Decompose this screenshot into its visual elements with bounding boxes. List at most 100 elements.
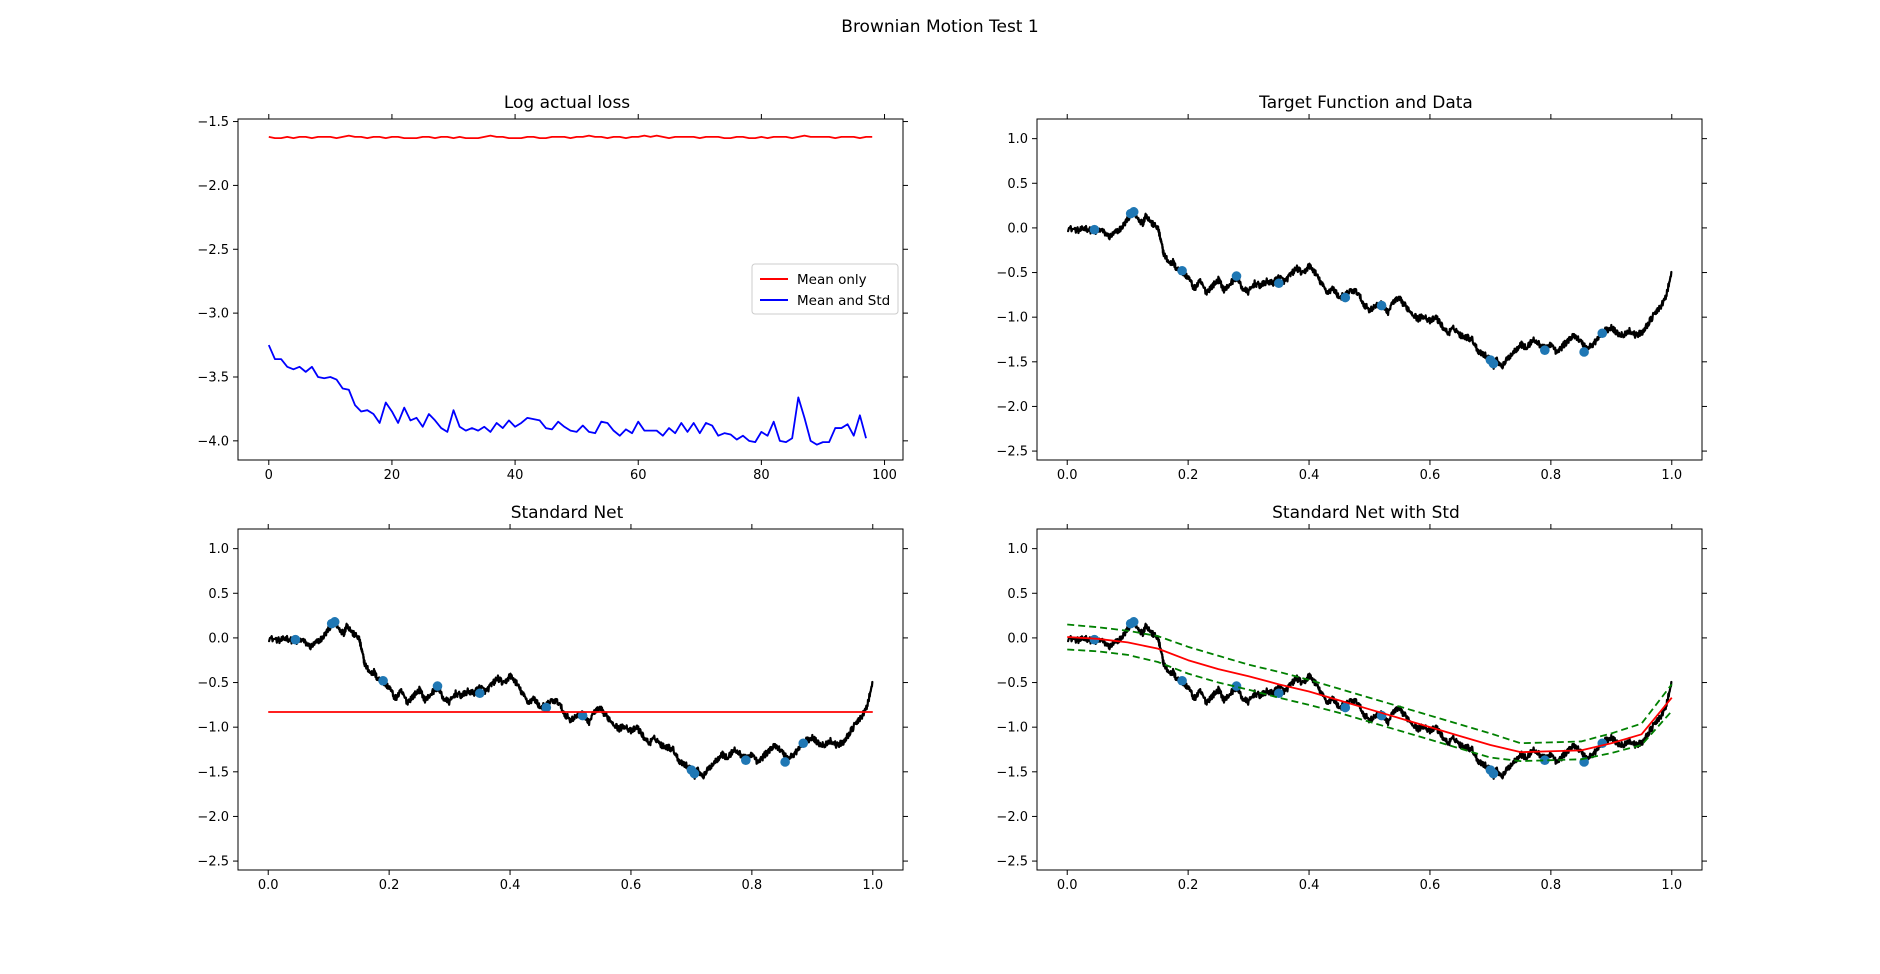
series-line-withstd-2 — [1067, 636, 1673, 754]
data-point-withstd-10 — [1540, 755, 1550, 766]
y-tick-label-target-6: −2.0 — [996, 400, 1028, 415]
data-point-target-10 — [1540, 345, 1550, 356]
x-tick-label-target-5: 1.0 — [1661, 468, 1682, 483]
data-point-target-0 — [1089, 224, 1100, 235]
data-point-target-7 — [1376, 300, 1387, 311]
data-point-standard-9 — [689, 768, 700, 779]
x-tick-label-standard-5: 1.0 — [862, 878, 883, 893]
y-tick-label-target-2: 0.0 — [1007, 221, 1028, 236]
data-point-withstd-3 — [1177, 675, 1187, 686]
x-tick-label-standard-2: 0.4 — [500, 878, 521, 893]
series-line-withstd-3 — [1067, 623, 1673, 745]
y-tick-label-target-0: 1.0 — [1007, 132, 1028, 147]
data-point-target-4 — [1231, 271, 1242, 281]
axes-title-standard-net-with-std: Standard Net with Std — [1272, 503, 1460, 523]
legend: Mean only Mean and Std — [751, 263, 899, 315]
data-point-standard-2 — [329, 617, 340, 627]
data-point-standard-6 — [541, 702, 552, 713]
data-point-withstd-5 — [1274, 688, 1284, 699]
x-tick-label-loss-4: 80 — [753, 468, 770, 483]
y-tick-label-loss-2: −2.5 — [197, 243, 229, 258]
data-point-standard-4 — [432, 681, 443, 691]
data-point-standard-10 — [741, 755, 751, 766]
data-point-standard-7 — [577, 710, 588, 721]
axes-title-target-function: Target Function and Data — [1258, 93, 1473, 113]
data-point-target-12 — [1597, 328, 1608, 339]
axes-log-actual-loss: Log actual loss 0 20 40 60 80 100 −1.5 −2.0 −2.5… — [197, 93, 908, 483]
y-tick-label-withstd-2: 0.0 — [1007, 631, 1028, 646]
y-tick-label-withstd-4: −1.0 — [996, 721, 1028, 736]
axes-target-function: Target Function and Data 0.0 0.2 0.4 0.6 0.8… — [996, 93, 1707, 483]
x-tick-label-withstd-2: 0.4 — [1299, 878, 1320, 893]
axes-standard-net: Standard Net 0.0 0.2 0.4 0.6 0.8 1.0 1.0 0.5 0.0… — [197, 503, 908, 893]
y-tick-label-loss-3: −3.0 — [197, 307, 229, 322]
data-point-target-3 — [1177, 265, 1187, 276]
x-tick-label-withstd-0: 0.0 — [1057, 878, 1078, 893]
data-point-standard-5 — [475, 688, 485, 699]
axes-frame-withstd — [1036, 528, 1703, 871]
y-tick-label-target-1: 0.5 — [1007, 177, 1028, 192]
data-point-withstd-6 — [1340, 702, 1351, 713]
y-tick-label-target-5: −1.5 — [996, 355, 1028, 370]
axes-title-log-actual-loss: Log actual loss — [504, 93, 630, 113]
axes-title-standard-net: Standard Net — [511, 503, 624, 523]
axes-frame-standard — [237, 528, 904, 871]
x-tick-label-loss-2: 40 — [507, 468, 524, 483]
x-tick-label-withstd-4: 0.8 — [1541, 878, 1562, 893]
legend-label-0: Mean only — [797, 272, 867, 288]
x-tick-label-withstd-5: 1.0 — [1661, 878, 1682, 893]
x-tick-label-target-2: 0.4 — [1299, 468, 1320, 483]
y-tick-label-standard-0: 1.0 — [208, 542, 229, 557]
y-tick-label-target-7: −2.5 — [996, 445, 1028, 460]
y-tick-label-withstd-3: −0.5 — [996, 676, 1028, 691]
y-tick-label-standard-3: −0.5 — [197, 676, 229, 691]
y-tick-label-withstd-7: −2.5 — [996, 855, 1028, 870]
data-point-withstd-0 — [1089, 634, 1100, 645]
x-tick-label-withstd-1: 0.2 — [1178, 878, 1199, 893]
x-tick-label-target-3: 0.6 — [1420, 468, 1441, 483]
plot-area-standard — [267, 617, 874, 780]
x-tick-label-target-4: 0.8 — [1541, 468, 1562, 483]
data-point-target-6 — [1340, 292, 1351, 303]
x-tick-label-target-0: 0.0 — [1057, 468, 1078, 483]
y-tick-label-withstd-0: 1.0 — [1007, 542, 1028, 557]
series-line-target-0 — [1066, 207, 1673, 370]
data-point-target-9 — [1488, 358, 1499, 369]
x-tick-label-standard-0: 0.0 — [258, 878, 279, 893]
data-point-withstd-2 — [1128, 617, 1139, 627]
data-point-target-2 — [1128, 207, 1139, 217]
y-tick-label-target-3: −0.5 — [996, 266, 1028, 281]
x-tick-label-loss-1: 20 — [384, 468, 401, 483]
x-tick-label-standard-4: 0.8 — [742, 878, 763, 893]
axes-frame-loss — [237, 118, 904, 461]
axes-frame-target — [1036, 118, 1703, 461]
plot-area-target — [1066, 207, 1673, 370]
y-tick-label-withstd-6: −2.0 — [996, 810, 1028, 825]
plot-area-withstd — [1066, 617, 1673, 780]
y-tick-label-standard-7: −2.5 — [197, 855, 229, 870]
data-point-standard-11 — [780, 757, 790, 767]
y-tick-label-loss-1: −2.0 — [197, 179, 229, 194]
y-tick-label-standard-4: −1.0 — [197, 721, 229, 736]
x-tick-label-loss-5: 100 — [872, 468, 897, 483]
series-line-loss-1 — [267, 344, 867, 446]
plot-area-loss — [267, 134, 873, 446]
y-tick-label-withstd-1: 0.5 — [1007, 587, 1028, 602]
y-tick-label-loss-0: −1.5 — [197, 115, 229, 130]
x-tick-label-target-1: 0.2 — [1178, 468, 1199, 483]
y-tick-label-standard-1: 0.5 — [208, 587, 229, 602]
y-tick-label-standard-5: −1.5 — [197, 765, 229, 780]
legend-box — [751, 263, 899, 315]
y-tick-label-standard-6: −2.0 — [197, 810, 229, 825]
x-tick-label-withstd-3: 0.6 — [1420, 878, 1441, 893]
series-line-withstd-4 — [1067, 648, 1673, 762]
x-tick-label-loss-0: 0 — [265, 468, 273, 483]
data-point-withstd-9 — [1488, 768, 1499, 779]
x-tick-label-standard-1: 0.2 — [379, 878, 400, 893]
series-line-standard-0 — [267, 617, 874, 780]
y-tick-label-loss-4: −3.5 — [197, 370, 229, 385]
x-tick-label-loss-3: 60 — [630, 468, 647, 483]
legend-label-1: Mean and Std — [797, 293, 890, 309]
x-tick-label-standard-3: 0.6 — [621, 878, 642, 893]
